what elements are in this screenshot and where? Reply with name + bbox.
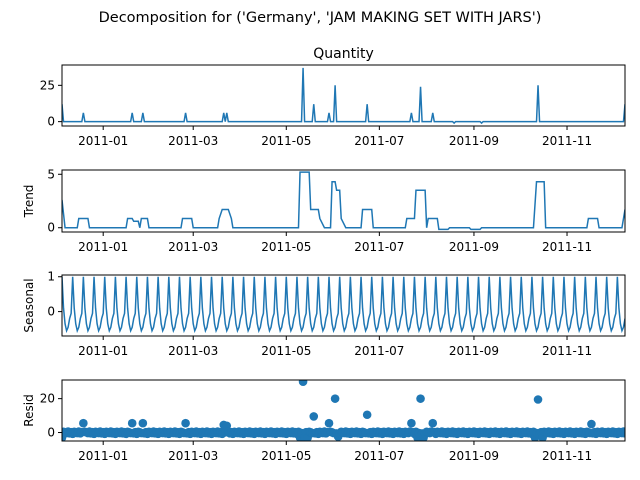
- resid-point: [309, 412, 319, 421]
- y-tick-label: 0: [47, 115, 55, 129]
- plot-area: [62, 276, 625, 334]
- x-tick-label: 2011-03: [168, 449, 218, 463]
- x-tick-label: 2011-11: [542, 240, 592, 254]
- axes-frame: [61, 64, 626, 127]
- resid-point: [428, 418, 438, 428]
- resid-point: [362, 410, 372, 420]
- resid-point: [416, 394, 425, 403]
- x-tick-label: 2011-05: [261, 344, 311, 358]
- resid-point: [138, 418, 148, 428]
- resid-point: [79, 418, 88, 428]
- x-tick-label: 2011-11: [542, 344, 592, 358]
- x-tick-label: 2011-11: [542, 134, 592, 148]
- y-tick-label: 20: [40, 392, 55, 406]
- x-tick-label: 2011-01: [78, 344, 128, 358]
- x-tick-label: 2011-07: [354, 240, 404, 254]
- y-axis-label: Trend: [22, 185, 36, 219]
- plot-area: [62, 171, 625, 231]
- x-tick-label: 2011-09: [449, 134, 499, 148]
- figure-suptitle: Decomposition for ('Germany', 'JAM MAKIN…: [99, 10, 542, 26]
- x-tick-label: 2011-09: [449, 240, 499, 254]
- x-tick-label: 2011-03: [168, 344, 218, 358]
- resid-point: [620, 429, 625, 438]
- x-tick-label: 2011-01: [78, 449, 128, 463]
- x-tick-label: 2011-05: [261, 240, 311, 254]
- y-tick-label: 1: [47, 270, 55, 284]
- x-tick-label: 2011-11: [542, 449, 592, 463]
- y-tick-label: 25: [40, 78, 55, 92]
- y-tick-label: 0: [47, 426, 55, 440]
- panels: Quantity 0 25 2011-01 2011-03 2011-05 2011-07 2…: [22, 46, 626, 463]
- plot-area: [62, 380, 625, 441]
- x-tick-label: 2011-03: [168, 134, 218, 148]
- axes-frame: [61, 379, 626, 442]
- resid-point: [181, 418, 190, 428]
- resid-point: [533, 395, 543, 404]
- x-tick-label: 2011-01: [78, 134, 128, 148]
- resid-point: [127, 418, 137, 428]
- resid-point: [324, 418, 334, 428]
- x-tick-label: 2011-05: [261, 449, 311, 463]
- y-tick-label: 0: [47, 305, 55, 319]
- panel-3: Resid 0 20 2011-01 2011-03 2011-05 2011-07 2011…: [22, 379, 626, 463]
- panel-title: Quantity: [313, 46, 374, 62]
- x-tick-label: 2011-09: [449, 344, 499, 358]
- x-tick-label: 2011-07: [354, 134, 404, 148]
- trend-series-line: [62, 171, 625, 231]
- panel-1: Trend 0 5 2011-01 2011-03 2011-05 2011-07 2011-…: [22, 167, 626, 254]
- resid-point: [587, 419, 596, 429]
- axes-frame: [61, 274, 626, 337]
- resid-point: [330, 394, 340, 403]
- y-tick-label: 0: [47, 221, 55, 235]
- x-tick-label: 2011-01: [78, 240, 128, 254]
- x-tick-label: 2011-09: [449, 449, 499, 463]
- quantity-series-line: [62, 67, 625, 125]
- x-tick-label: 2011-03: [168, 240, 218, 254]
- y-axis-label: Resid: [22, 394, 36, 426]
- y-axis-label: Seasonal: [22, 278, 36, 332]
- x-tick-label: 2011-07: [354, 344, 404, 358]
- y-tick-label: 5: [47, 167, 55, 181]
- axes-frame: [61, 169, 626, 233]
- panel-2: Seasonal 0 1 2011-01 2011-03 2011-05 2011-07 20…: [22, 270, 626, 358]
- x-tick-label: 2011-05: [261, 134, 311, 148]
- panel-0: Quantity 0 25 2011-01 2011-03 2011-05 2011-07 2…: [40, 46, 626, 148]
- seasonal-series-line: [62, 276, 625, 334]
- resid-point: [407, 418, 416, 428]
- plot-area: [62, 67, 625, 125]
- x-tick-label: 2011-07: [354, 449, 404, 463]
- resid-point: [298, 380, 308, 386]
